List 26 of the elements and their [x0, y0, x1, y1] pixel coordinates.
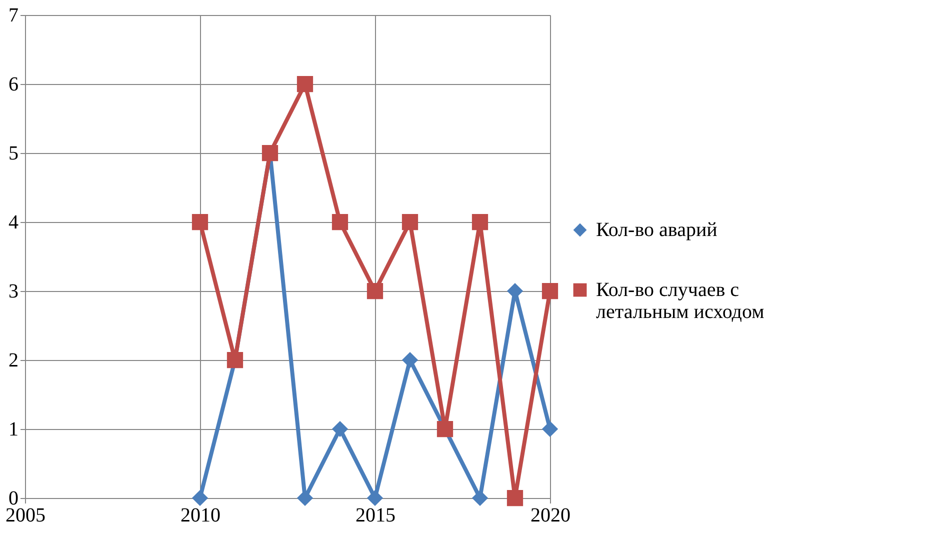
y-tick-label: 7: [8, 4, 18, 26]
legend-label: Кол-во аварий: [596, 219, 718, 241]
point: [296, 76, 314, 92]
y-tick-label: 1: [8, 418, 18, 440]
x-tick-label: 2020: [530, 504, 570, 526]
y-tick-label: 5: [8, 142, 18, 164]
point: [542, 282, 558, 300]
y-tick-label: 3: [8, 280, 18, 302]
point: [366, 282, 384, 300]
x-tick-label: 2010: [180, 504, 220, 526]
y-tick-label: 6: [8, 74, 18, 96]
y-tick-label: 4: [8, 212, 18, 234]
x-tick-label: 2015: [356, 504, 396, 526]
point: [506, 490, 524, 506]
point: [402, 352, 418, 368]
point: [542, 420, 558, 438]
point: [332, 214, 348, 230]
point: [472, 214, 488, 230]
point: [192, 490, 208, 506]
y-tick-label: 2: [8, 350, 18, 372]
point: [192, 214, 208, 230]
point: [332, 420, 348, 438]
point: [366, 490, 384, 506]
legend-label: Кол-во случаев с летальным исходом: [596, 279, 765, 323]
point: [472, 490, 488, 506]
point: [402, 214, 418, 230]
